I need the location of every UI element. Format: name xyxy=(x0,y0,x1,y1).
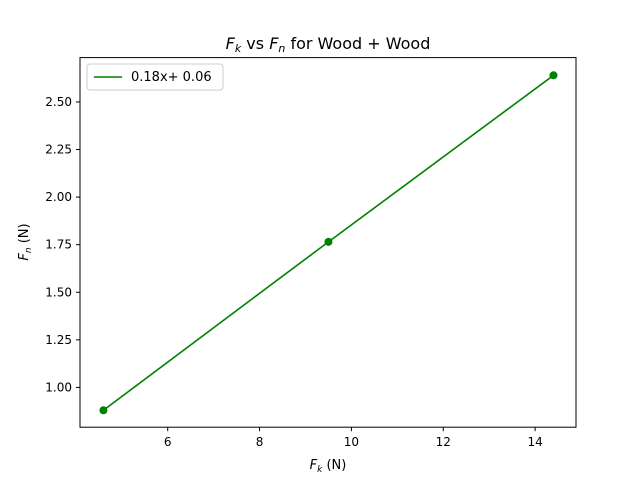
y-tick-label: 2.25 xyxy=(45,143,72,157)
title-f2: F xyxy=(269,34,279,53)
legend-box xyxy=(86,63,224,91)
series-layer xyxy=(99,71,558,415)
legend: 0.18x+ 0.06 xyxy=(86,63,224,91)
y-tick-label: 2.00 xyxy=(45,190,72,204)
y-tick-label: 2.50 xyxy=(45,95,72,109)
title-f1: F xyxy=(226,34,236,53)
ylabel-rest: (N) xyxy=(17,223,32,247)
ylabel-sub: n xyxy=(24,247,34,253)
y-tick-label: 1.50 xyxy=(45,285,72,299)
data-point xyxy=(549,71,558,80)
data-point xyxy=(324,237,333,246)
ylabel-main: F xyxy=(17,253,32,261)
x-tick-label: 6 xyxy=(164,435,172,449)
y-axis-label: Fn (N) xyxy=(17,223,34,260)
xlabel-main: F xyxy=(310,458,318,473)
y-tick-label: 1.25 xyxy=(45,333,72,347)
title-f1-sub: k xyxy=(235,42,242,55)
x-tick-label: 8 xyxy=(256,435,264,449)
ticks-layer: 6 8 10 12 14 1.00 1.25 1.50 1.75 2.00 2.25 2.50 xyxy=(45,95,542,449)
title-f2-sub: n xyxy=(278,42,285,55)
xlabel-sub: k xyxy=(317,465,323,475)
y-tick-label: 1.00 xyxy=(45,380,72,394)
x-axis-label: Fk (N) xyxy=(310,458,347,475)
x-tick-label: 14 xyxy=(527,435,542,449)
x-tick-label: 12 xyxy=(436,435,451,449)
axes-frame xyxy=(79,57,577,428)
legend-label: 0.18x+ 0.06 xyxy=(131,70,212,85)
data-point xyxy=(99,406,108,415)
title-rest: for Wood + Wood xyxy=(285,34,430,53)
title-vs: vs xyxy=(241,34,269,53)
x-tick-label: 10 xyxy=(344,435,359,449)
y-tick-label: 1.75 xyxy=(45,238,72,252)
xlabel-rest: (N) xyxy=(322,458,346,473)
chart-title: Fk vs Fn for Wood + Wood xyxy=(226,34,431,55)
